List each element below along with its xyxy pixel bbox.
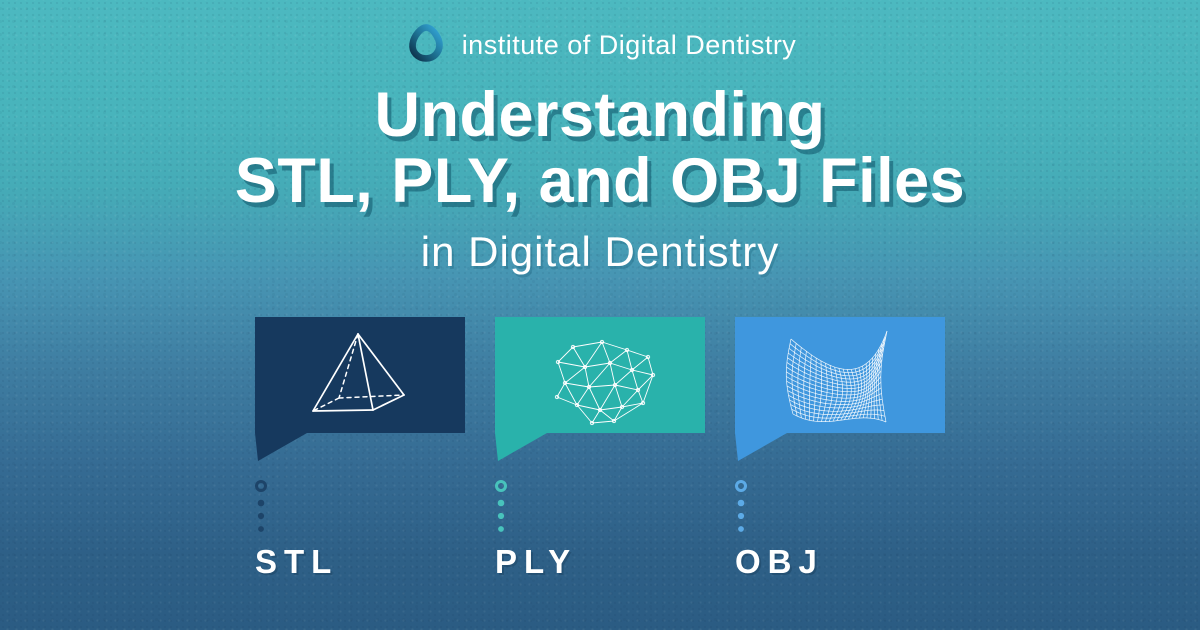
speech-bubble-ply <box>495 317 705 461</box>
format-card-ply: PLY <box>495 317 705 581</box>
page-subtitle: in Digital Dentistry <box>420 228 780 276</box>
speech-bubble-stl <box>255 317 465 461</box>
brand-header: institute of Digital Dentistry <box>0 22 1200 68</box>
dotted-tail <box>495 480 507 532</box>
speech-bubble-obj <box>735 317 945 461</box>
brand-name: institute of Digital Dentistry <box>461 29 797 60</box>
idd-triangle-logo-icon <box>408 24 443 62</box>
pyramid-wireframe-icon <box>312 333 405 412</box>
format-card-obj: OBJ <box>735 317 945 581</box>
title-line-2: STL, PLY, and OBJ Files <box>234 146 966 217</box>
format-label-stl: STL <box>255 543 339 580</box>
curved-surface-wireframe-icon <box>785 330 888 423</box>
format-label-ply: PLY <box>495 543 578 580</box>
dotted-tail <box>735 480 747 532</box>
triangulated-mesh-wireframe-icon <box>554 339 656 426</box>
format-cards-row: STL PLY <box>255 317 945 581</box>
title-block: Understanding STL, PLY, and OBJ Files in… <box>0 82 1200 276</box>
title-line-1: Understanding <box>374 80 826 150</box>
format-label-obj: OBJ <box>735 543 824 580</box>
format-card-stl: STL <box>255 317 465 581</box>
dotted-tail <box>255 480 267 532</box>
page-title: Understanding STL, PLY, and OBJ Files <box>0 82 1200 214</box>
